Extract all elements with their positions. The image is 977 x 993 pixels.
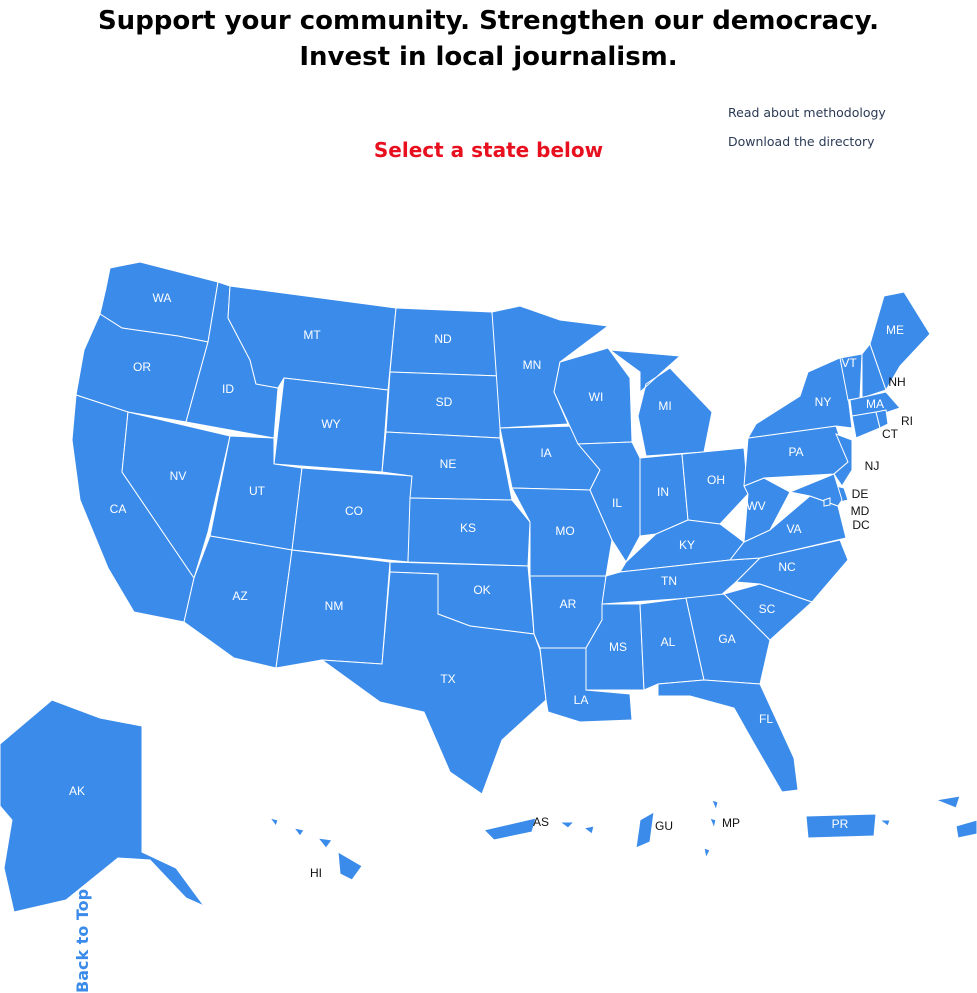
state-label-ct[interactable]: CT: [882, 427, 899, 441]
state-va[interactable]: [728, 495, 847, 561]
state-label-ut[interactable]: UT: [249, 484, 266, 498]
state-label-ny[interactable]: NY: [815, 395, 832, 409]
state-label-as[interactable]: AS: [533, 815, 549, 829]
state-ak[interactable]: [0, 699, 206, 913]
state-label-vt[interactable]: VT: [841, 356, 857, 370]
state-label-az[interactable]: AZ: [232, 589, 247, 603]
state-label-mp[interactable]: MP: [722, 816, 740, 830]
state-dc[interactable]: [823, 497, 831, 507]
state-label-nd[interactable]: ND: [434, 332, 452, 346]
state-label-gu[interactable]: GU: [655, 819, 673, 833]
state-label-ms[interactable]: MS: [609, 640, 627, 654]
state-label-ca[interactable]: CA: [110, 502, 127, 516]
state-fl[interactable]: [657, 679, 799, 793]
territory-gu[interactable]: [635, 811, 655, 849]
state-label-tn[interactable]: TN: [661, 574, 677, 588]
state-label-de[interactable]: DE: [852, 487, 869, 501]
state-label-ok[interactable]: OK: [473, 583, 490, 597]
state-label-hi[interactable]: HI: [310, 866, 322, 880]
territory-pr[interactable]: [805, 795, 977, 839]
state-tx[interactable]: [320, 571, 547, 795]
state-label-wa[interactable]: WA: [153, 291, 172, 305]
state-label-mn[interactable]: MN: [523, 358, 542, 372]
state-label-dc[interactable]: DC: [852, 518, 870, 532]
state-label-wi[interactable]: WI: [589, 390, 604, 404]
methodology-link[interactable]: Read about methodology: [728, 105, 886, 120]
download-directory-link[interactable]: Download the directory: [728, 134, 875, 149]
state-label-ga[interactable]: GA: [718, 632, 735, 646]
state-ny[interactable]: [747, 355, 853, 439]
state-label-me[interactable]: ME: [886, 323, 904, 337]
state-label-wy[interactable]: WY: [321, 417, 340, 431]
state-label-pa[interactable]: PA: [788, 445, 803, 459]
territory-as[interactable]: [483, 817, 595, 841]
state-label-ky[interactable]: KY: [679, 538, 695, 552]
state-ks[interactable]: [407, 497, 531, 567]
state-ct[interactable]: [851, 411, 881, 439]
state-label-nc[interactable]: NC: [778, 560, 796, 574]
state-ma[interactable]: [849, 391, 901, 417]
state-label-ri[interactable]: RI: [901, 414, 913, 428]
state-label-oh[interactable]: OH: [707, 473, 725, 487]
state-label-al[interactable]: AL: [661, 635, 676, 649]
state-label-co[interactable]: CO: [345, 504, 363, 518]
state-label-la[interactable]: LA: [574, 693, 589, 707]
state-me[interactable]: [869, 291, 931, 392]
state-label-nv[interactable]: NV: [170, 469, 187, 483]
us-state-map: WA OR CA ID NV MT WY UT AZ CO NM ND SD NE KS OK TX MN IA MO…: [0, 261, 977, 913]
state-label-md[interactable]: MD: [851, 504, 870, 518]
state-nj[interactable]: [833, 433, 853, 487]
state-hi[interactable]: [268, 817, 363, 881]
state-label-ks[interactable]: KS: [460, 521, 476, 535]
state-label-wv[interactable]: WV: [746, 499, 765, 513]
state-label-va[interactable]: VA: [786, 522, 801, 536]
state-oh[interactable]: [681, 447, 749, 525]
state-nv[interactable]: [121, 411, 231, 580]
state-label-sd[interactable]: SD: [436, 395, 453, 409]
state-label-tx[interactable]: TX: [440, 672, 455, 686]
state-labels: WA OR CA ID NV MT WY UT AZ CO NM ND SD NE KS OK TX MN IA MO…: [69, 291, 913, 880]
state-label-fl[interactable]: FL: [759, 712, 773, 726]
state-label-in[interactable]: IN: [657, 485, 669, 499]
state-label-mo[interactable]: MO: [555, 524, 574, 538]
state-label-ak[interactable]: AK: [69, 784, 85, 798]
state-label-id[interactable]: ID: [222, 382, 234, 396]
state-label-il[interactable]: IL: [612, 496, 622, 510]
state-label-ia[interactable]: IA: [540, 446, 551, 460]
map-title: Select a state below: [373, 138, 604, 162]
state-label-nm[interactable]: NM: [325, 599, 344, 613]
back-to-top-button[interactable]: Back to Top: [73, 888, 92, 993]
headline-line-1: Support your community. Strengthen our d…: [97, 6, 880, 36]
resource-links: Read about methodology Download the dire…: [728, 104, 886, 162]
state-shapes: [0, 261, 977, 913]
state-ga[interactable]: [685, 593, 771, 685]
state-label-nj[interactable]: NJ: [865, 459, 880, 473]
state-ri[interactable]: [875, 409, 889, 429]
state-label-mi[interactable]: MI: [658, 399, 671, 413]
state-label-sc[interactable]: SC: [759, 602, 776, 616]
state-label-mt[interactable]: MT: [303, 328, 321, 342]
state-label-pr[interactable]: PR: [832, 817, 849, 831]
state-label-nh[interactable]: NH: [888, 375, 905, 389]
state-label-ne[interactable]: NE: [440, 457, 457, 471]
page-headline: Support your community. Strengthen our d…: [0, 3, 977, 75]
territory-mp[interactable]: [703, 799, 719, 860]
state-label-or[interactable]: OR: [133, 360, 151, 374]
headline-line-2: Invest in local journalism.: [299, 42, 678, 72]
state-label-ar[interactable]: AR: [560, 597, 577, 611]
state-label-ma[interactable]: MA: [866, 397, 884, 411]
